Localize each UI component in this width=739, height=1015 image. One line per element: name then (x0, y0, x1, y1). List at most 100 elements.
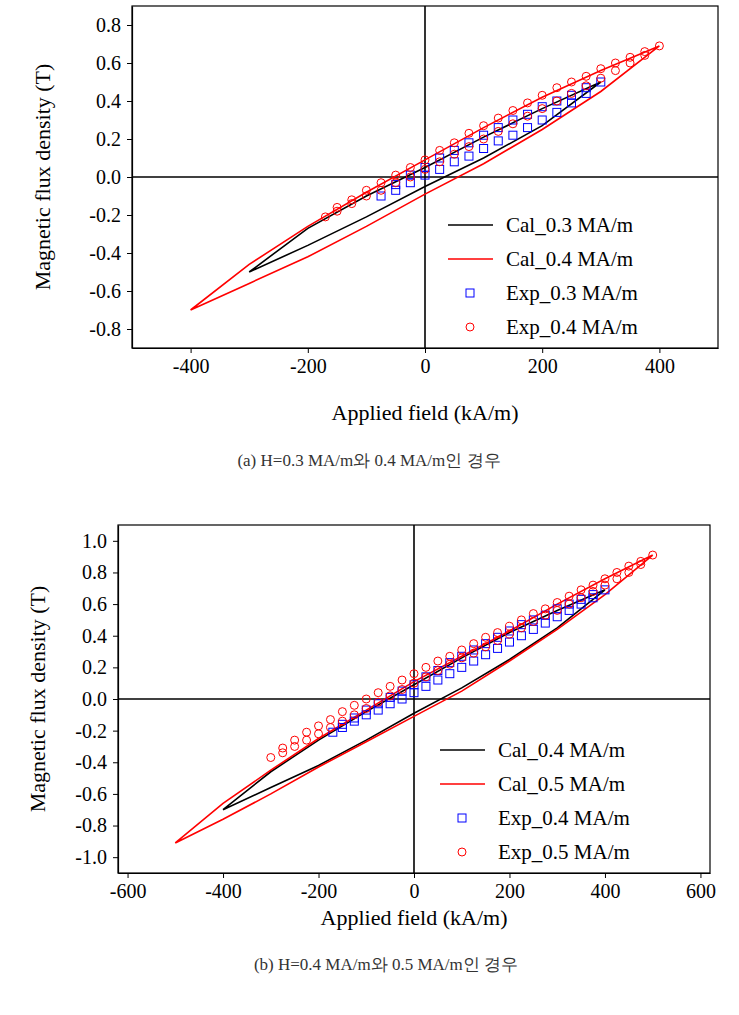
point (392, 181, 400, 189)
chart: -600-400-2000200400600-1.0-0.8-0.6-0.4-0… (25, 525, 716, 974)
tick-label: 0.0 (96, 166, 121, 188)
plot-data (175, 551, 656, 843)
point (505, 638, 513, 646)
tick-label: -400 (205, 880, 242, 902)
point (362, 704, 370, 712)
point (421, 165, 429, 173)
legend-item: Exp_0.3 MA/m (466, 281, 638, 305)
point (410, 670, 418, 678)
zero-line-y (118, 698, 710, 700)
tick-mark (113, 636, 118, 637)
point (338, 708, 346, 716)
tick-mark (308, 348, 309, 353)
point (524, 99, 532, 107)
legend-item: Cal_0.3 MA/m (448, 213, 633, 237)
point (494, 114, 502, 122)
point (406, 164, 414, 172)
plot-frame (132, 6, 718, 348)
y-axis: -0.8-0.6-0.4-0.20.00.20.40.60.8 (89, 7, 132, 349)
point (577, 594, 585, 602)
plot-data (191, 42, 664, 310)
point (350, 701, 358, 709)
tick-label: -1.0 (75, 846, 107, 868)
tick: 400 (645, 348, 675, 377)
point (410, 679, 418, 687)
tick-mark (700, 873, 701, 878)
point (329, 728, 337, 736)
point (315, 730, 323, 738)
point (517, 616, 525, 624)
tick-label: -0.6 (89, 280, 121, 302)
tick-label: 400 (590, 880, 620, 902)
reference-lines (132, 6, 718, 348)
tick-label: 600 (686, 880, 716, 902)
point (338, 717, 346, 725)
tick-label: 0 (410, 880, 420, 902)
tick: -0.8 (75, 814, 118, 836)
point (553, 84, 561, 92)
point (406, 173, 414, 181)
point (446, 670, 454, 678)
x-axis-title: Applied field (kA/m) (332, 400, 519, 425)
point (458, 663, 466, 671)
legend-item: Cal_0.4 MA/m (440, 738, 625, 762)
tick: 1.0 (82, 530, 118, 552)
y-axis-title: Magnetic flux density (T) (25, 586, 50, 813)
tick-label: -400 (173, 355, 210, 377)
x-axis-title: Applied field (kA/m) (321, 905, 508, 930)
point (279, 749, 287, 757)
point (465, 129, 473, 137)
point (613, 575, 621, 583)
point (406, 171, 414, 179)
tick-label: -600 (110, 880, 147, 902)
legend-item: Exp_0.5 MA/m (458, 840, 630, 864)
point (529, 625, 537, 633)
point (529, 617, 537, 625)
legend: Cal_0.4 MA/mCal_0.5 MA/mExp_0.4 MA/mExp_… (440, 738, 630, 864)
tick-label: -0.2 (75, 720, 107, 742)
point (509, 120, 517, 128)
point (649, 551, 657, 559)
point (398, 686, 406, 694)
tick: -0.4 (75, 751, 118, 773)
x-axis: -400-2000200400 (133, 348, 719, 377)
point (505, 630, 513, 638)
point (517, 624, 525, 632)
series-points (329, 586, 609, 736)
legend-swatch (440, 783, 485, 785)
legend-swatch (458, 814, 466, 822)
point (524, 110, 532, 118)
tick: 200 (495, 873, 525, 902)
tick-label: 0.6 (96, 52, 121, 74)
point (553, 97, 561, 105)
point (568, 78, 576, 86)
chart: -400-2000200400-0.8-0.6-0.4-0.20.00.20.4… (30, 6, 718, 470)
tick-label: -200 (301, 880, 338, 902)
tick: -0.4 (89, 242, 132, 264)
tick-mark (127, 177, 132, 178)
tick-mark (509, 873, 510, 878)
point (582, 84, 590, 92)
point (422, 673, 430, 681)
tick-mark (127, 329, 132, 330)
point (494, 127, 502, 135)
tick: -0.2 (75, 720, 118, 742)
point (386, 682, 394, 690)
tick-mark (113, 541, 118, 542)
point (386, 700, 394, 708)
x-axis: -600 -400 -200 0 200 400 600 (110, 873, 716, 902)
tick: 0.6 (82, 593, 118, 615)
point (470, 649, 478, 657)
point (529, 610, 537, 618)
legend-label: Exp_0.4 MA/m (506, 315, 638, 339)
point (377, 179, 385, 187)
point (568, 89, 576, 97)
tick-mark (113, 857, 118, 858)
point (582, 89, 590, 97)
tick-mark (113, 826, 118, 827)
point (538, 105, 546, 113)
tick-label: 0.8 (96, 14, 121, 36)
tick-label: 0 (421, 355, 431, 377)
series-points (267, 551, 657, 761)
point (482, 633, 490, 641)
